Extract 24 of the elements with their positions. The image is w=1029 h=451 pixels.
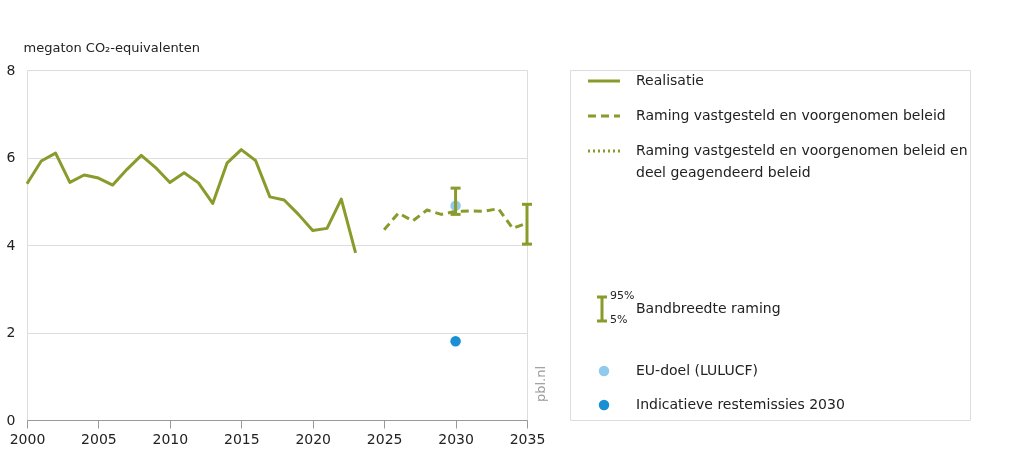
legend-label: Indicatieve restemissies 2030	[636, 396, 845, 412]
x-tick-label: 2035	[509, 430, 546, 447]
y-tick-label: 6	[6, 149, 16, 165]
x-tick-label: 2015	[223, 430, 260, 447]
text: Bandbreedte raming	[636, 300, 781, 316]
x-tick-label: 2005	[81, 430, 117, 447]
y-tick-label: 4	[6, 236, 16, 253]
x-tick-label: 2025	[366, 430, 403, 447]
line-series	[25, 148, 358, 255]
y-tick-label: 0	[6, 411, 16, 428]
y-tick-label: 8	[6, 61, 16, 78]
legend-label: Raming vastgesteld en voorgenomen beleid en deel geagendeerd beleid	[636, 142, 968, 180]
legend-label: Realisatie	[636, 72, 704, 88]
text: 5%	[610, 313, 628, 326]
x-tick-label: 2030	[438, 430, 474, 447]
legend-label: Raming vastgesteld en voorgenomen beleid	[636, 107, 946, 123]
text: 95%	[610, 289, 635, 302]
y-axis-title: megaton CO₂-equivalenten	[23, 39, 200, 55]
x-tick-label: 2010	[152, 430, 189, 447]
x-tick-label: 2020	[295, 430, 332, 447]
text: pbl.nl	[533, 365, 548, 402]
y-tick-label: 2	[6, 324, 16, 340]
x-tick-label: 2000	[9, 430, 46, 447]
legend-label: EU-doel (LULUCF)	[636, 362, 759, 378]
